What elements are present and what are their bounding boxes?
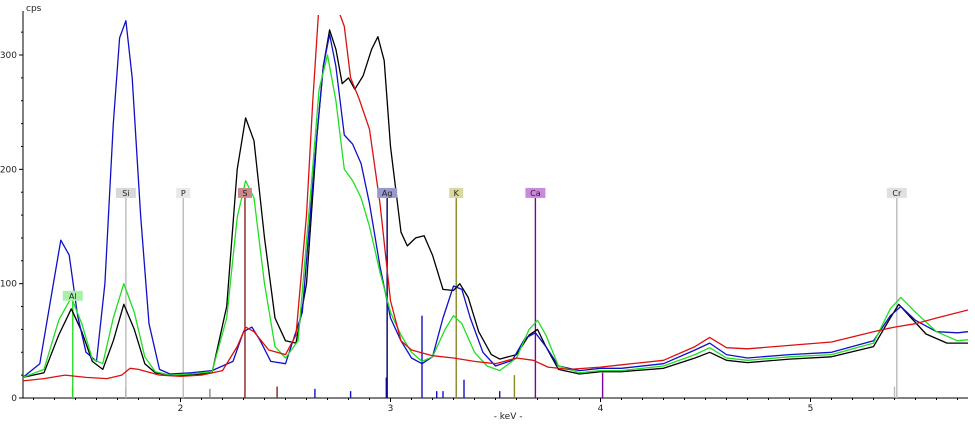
element-label-box-si xyxy=(115,187,136,198)
series-black xyxy=(23,29,968,379)
y-tick-label: 100 xyxy=(0,280,17,290)
element-label-s: S xyxy=(242,189,247,198)
element-label-box-al xyxy=(62,290,83,301)
x-tick-label: 3 xyxy=(388,404,394,414)
series-group xyxy=(23,15,968,382)
x-tick-label: 5 xyxy=(808,404,814,414)
element-label-box-p xyxy=(176,187,191,198)
element-markers xyxy=(71,197,898,398)
x-tick-label: 4 xyxy=(598,404,604,414)
element-label-ca: Ca xyxy=(530,189,541,198)
y-tick-label: 0 xyxy=(11,394,17,404)
y-tick-label: 300 xyxy=(0,51,17,61)
element-label-box-ag xyxy=(377,187,398,198)
x-tick-label: 2 xyxy=(178,404,184,414)
element-label-al: Al xyxy=(69,292,77,301)
y-axis-label: cps xyxy=(26,4,42,14)
series-red xyxy=(23,15,968,382)
element-label-box-s xyxy=(237,187,252,198)
element-label-box-cr xyxy=(886,187,907,198)
element-label-p: P xyxy=(181,189,186,198)
axes: 0 100 200 300 2 3 4 5 cps - keV - xyxy=(0,4,968,422)
element-label-box-ca xyxy=(525,187,546,198)
element-label-ag: Ag xyxy=(382,189,393,198)
element-labels: Al Si P S Ag K Ca Cr xyxy=(62,187,907,301)
element-label-box-k xyxy=(449,187,464,198)
x-axis-label: - keV - xyxy=(494,412,523,422)
y-tick-label: 200 xyxy=(0,165,17,175)
element-label-cr: Cr xyxy=(892,189,902,198)
series-blue xyxy=(23,20,968,378)
element-label-k: K xyxy=(454,189,460,198)
element-label-si: Si xyxy=(122,189,129,198)
series-green xyxy=(23,54,968,379)
